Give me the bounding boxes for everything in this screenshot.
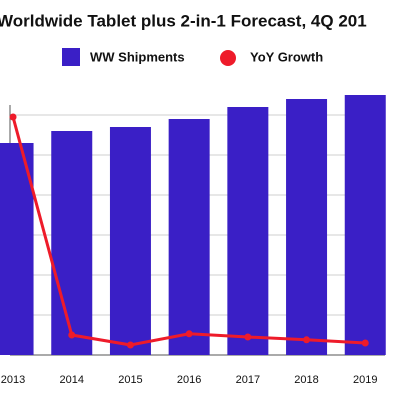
bar [344, 95, 386, 355]
line-point [126, 341, 134, 349]
x-tick-label: 2017 [236, 374, 260, 386]
legend-swatch [62, 48, 80, 66]
x-tick-label: 2013 [1, 374, 25, 386]
legend-swatch [220, 50, 236, 66]
x-tick-label: 2016 [177, 374, 201, 386]
line-point [244, 333, 252, 341]
line-point [361, 339, 369, 347]
x-tick-label: 2014 [60, 374, 84, 386]
bar [0, 143, 34, 355]
line-point [185, 330, 193, 338]
x-tick-label: 2019 [353, 374, 377, 386]
bar [109, 127, 151, 355]
bar [168, 119, 210, 355]
bar [51, 131, 93, 355]
x-tick-label: 2015 [118, 374, 142, 386]
x-tick-label: 2018 [294, 374, 318, 386]
line-point [9, 113, 17, 121]
line-point [303, 336, 311, 344]
chart-title: Worldwide Tablet plus 2-in-1 Forecast, 4… [0, 11, 367, 30]
bar [227, 107, 269, 355]
bar [286, 99, 328, 355]
legend-label: YoY Growth [250, 49, 323, 64]
legend-label: WW Shipments [90, 49, 185, 64]
line-point [68, 331, 76, 339]
